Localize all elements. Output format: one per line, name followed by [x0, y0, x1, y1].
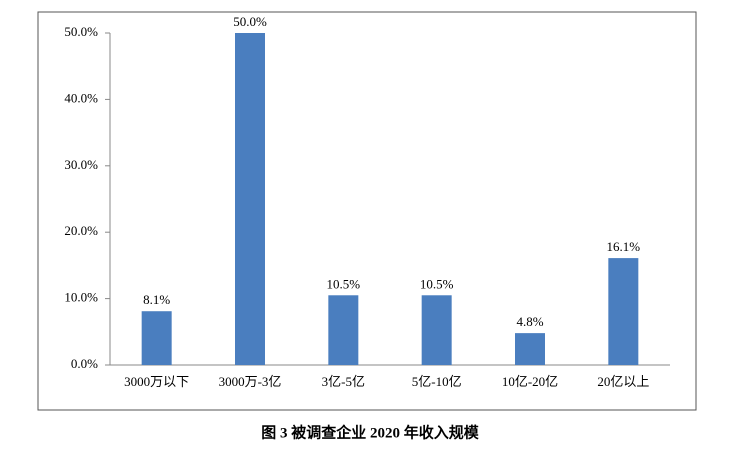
- bar: [328, 295, 359, 365]
- chart-title: 图 3 被调查企业 2020 年收入规模: [261, 423, 480, 441]
- y-tick-label: 10.0%: [64, 290, 98, 305]
- value-label: 8.1%: [143, 292, 170, 307]
- y-tick-label: 30.0%: [64, 157, 98, 172]
- x-tick-label: 10亿-20亿: [502, 374, 558, 389]
- bar: [608, 258, 639, 365]
- bar: [421, 295, 452, 365]
- y-tick-label: 20.0%: [64, 223, 98, 238]
- y-tick-label: 40.0%: [64, 90, 98, 105]
- value-label: 50.0%: [233, 14, 267, 29]
- x-tick-label: 3000万以下: [124, 374, 189, 389]
- x-tick-label: 20亿以上: [597, 374, 649, 389]
- x-tick-label: 3亿-5亿: [322, 374, 365, 389]
- bar: [235, 33, 265, 365]
- value-label: 4.8%: [516, 314, 543, 329]
- value-label: 10.5%: [327, 276, 361, 291]
- bar: [141, 311, 172, 365]
- x-tick-label: 5亿-10亿: [412, 374, 462, 389]
- chart-frame: [37, 11, 697, 411]
- value-label: 10.5%: [420, 276, 454, 291]
- x-tick-label: 3000万-3亿: [219, 374, 282, 389]
- y-tick-label: 50.0%: [64, 24, 98, 39]
- y-tick-label: 0.0%: [71, 356, 98, 371]
- value-label: 16.1%: [607, 239, 641, 254]
- bar: [515, 333, 545, 365]
